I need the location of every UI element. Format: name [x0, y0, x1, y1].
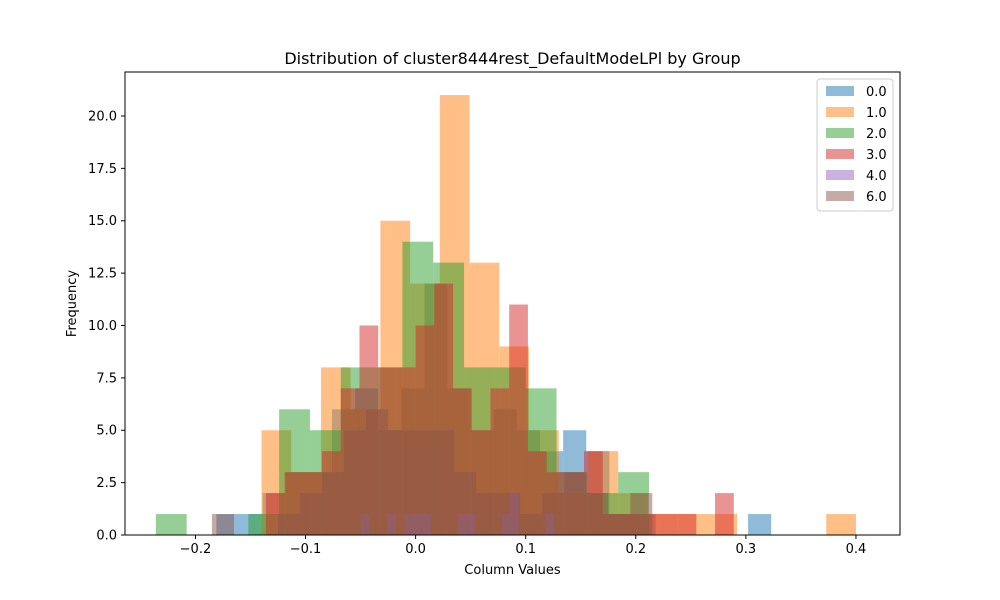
histogram-bar — [476, 493, 499, 535]
legend-label: 1.0 — [866, 106, 887, 121]
legend-swatch — [826, 149, 854, 159]
series-6.0 — [211, 409, 653, 535]
histogram-bar — [211, 514, 234, 535]
legend-swatch — [826, 107, 854, 117]
histogram-bar — [366, 409, 389, 535]
legend-swatch — [826, 86, 854, 96]
legend-swatch — [826, 170, 854, 180]
histogram-bar — [300, 493, 323, 535]
legend-label: 0.0 — [866, 85, 887, 100]
histogram-bar — [520, 514, 543, 535]
plot-frame — [124, 71, 901, 536]
legend: 0.0 1.0 2.0 3.0 4.0 6.0 — [816, 78, 894, 212]
legend-item: 6.0 — [826, 190, 887, 205]
legend-item: 2.0 — [826, 127, 887, 142]
histogram-bar — [608, 514, 631, 535]
y-tick-label: 17.5 — [88, 162, 117, 177]
histogram-bar — [155, 514, 187, 535]
legend-swatch — [826, 128, 854, 138]
legend-swatch — [826, 191, 854, 201]
histogram-bar — [677, 514, 697, 535]
y-axis-title: Frequency — [65, 270, 80, 337]
y-axis: 0.0 2.5 5.0 7.5 10.0 12.5 15.0 17.5 20.0 — [88, 109, 125, 544]
histogram-bar — [278, 514, 301, 535]
histogram-bar — [826, 514, 856, 535]
legend-item: 3.0 — [826, 148, 887, 163]
legend-item: 4.0 — [826, 169, 887, 184]
legend-label: 2.0 — [866, 127, 887, 142]
histogram-bars — [155, 95, 856, 535]
y-tick-label: 0.0 — [96, 529, 117, 544]
legend-item: 0.0 — [826, 85, 887, 100]
x-tick-label: 0.2 — [625, 542, 646, 557]
y-tick-label: 7.5 — [96, 371, 117, 386]
y-tick-label: 5.0 — [96, 424, 117, 439]
x-tick-label: 0.3 — [736, 542, 757, 557]
legend-label: 3.0 — [866, 148, 887, 163]
histogram-bar — [509, 304, 528, 535]
y-tick-label: 2.5 — [96, 476, 117, 491]
y-tick-label: 20.0 — [88, 109, 117, 124]
x-axis: −0.2 −0.1 0.0 0.1 0.2 0.3 0.4 — [180, 535, 867, 557]
histogram-bar — [410, 430, 433, 535]
histogram-bar — [344, 430, 367, 535]
histogram-bar — [322, 472, 345, 535]
histogram-bar — [715, 493, 734, 535]
x-tick-label: 0.0 — [405, 542, 426, 557]
histogram-bar — [432, 430, 455, 535]
histogram-bar — [388, 430, 411, 535]
histogram-bar — [658, 514, 678, 535]
legend-label: 4.0 — [866, 169, 887, 184]
x-tick-label: 0.1 — [515, 542, 536, 557]
histogram-bar — [564, 472, 587, 535]
histogram-bar — [454, 472, 477, 535]
y-tick-label: 12.5 — [88, 267, 117, 282]
y-tick-label: 10.0 — [88, 319, 117, 334]
x-axis-title: Column Values — [464, 563, 561, 578]
histogram-bar — [748, 514, 772, 535]
histogram-bar — [586, 493, 609, 535]
chart-title: Distribution of cluster8444rest_DefaultM… — [284, 49, 740, 69]
x-tick-label: 0.4 — [846, 542, 867, 557]
histogram-bar — [498, 493, 521, 535]
histogram-bar — [630, 493, 653, 535]
x-tick-label: −0.2 — [180, 542, 212, 557]
legend-item: 1.0 — [826, 106, 887, 121]
histogram-bar — [542, 493, 565, 535]
legend-label: 6.0 — [866, 190, 887, 205]
y-tick-label: 15.0 — [88, 214, 117, 229]
x-tick-label: −0.1 — [290, 542, 322, 557]
